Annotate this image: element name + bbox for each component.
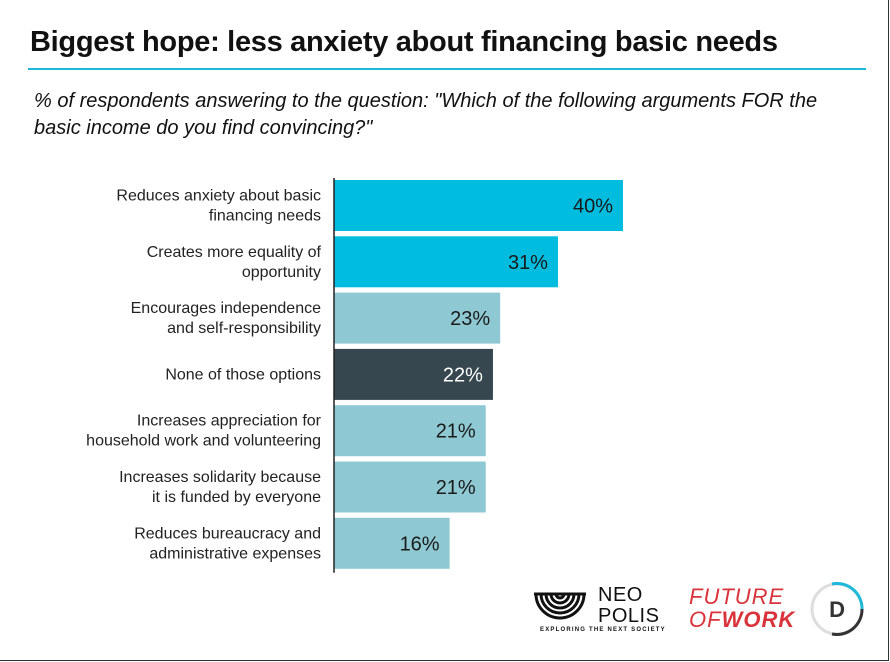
value-labels-group: 40% 31% 23% 22% 21% 21% 16% xyxy=(400,196,614,556)
category-label-1-line-1: Reduces anxiety about basic xyxy=(116,188,321,205)
fow-line2-of: OF xyxy=(689,607,722,632)
value-label-2: 31% xyxy=(508,252,548,274)
category-label-5: Increases appreciation for household work… xyxy=(86,413,321,450)
category-label-4: None of those options xyxy=(165,366,321,383)
category-label-5-line-2: household work and volunteering xyxy=(86,433,321,450)
fow-line2: OFWORK xyxy=(689,608,795,631)
category-label-7: Reduces bureaucracy and administrative ex… xyxy=(134,525,321,562)
future-of-work-logo: FUTURE OFWORK xyxy=(689,585,795,631)
category-label-5-line-1: Increases appreciation for xyxy=(137,413,322,430)
value-label-5: 21% xyxy=(436,421,476,443)
category-label-6: Increases solidarity because it is funded… xyxy=(119,469,321,506)
category-label-2-line-2: opportunity xyxy=(242,264,321,281)
bar-6 xyxy=(334,461,486,513)
category-label-6-line-2: it is funded by everyone xyxy=(152,489,321,506)
d-circle-logo-icon: D xyxy=(810,582,864,636)
bar-4 xyxy=(334,348,493,400)
bar-2 xyxy=(334,236,558,288)
value-label-4: 22% xyxy=(443,364,483,386)
value-label-6: 21% xyxy=(436,477,476,499)
category-labels-group: Reduces anxiety about basic financing nee… xyxy=(86,188,321,563)
category-label-7-line-1: Reduces bureaucracy and xyxy=(134,525,321,542)
neopolis-logo-icon xyxy=(534,592,586,620)
category-label-3-line-2: and self-responsibility xyxy=(167,320,321,337)
category-label-1: Reduces anxiety about basic financing nee… xyxy=(116,188,321,225)
chart-subtitle: % of respondents answering to the questi… xyxy=(34,90,818,139)
value-label-3: 23% xyxy=(450,308,490,330)
category-label-7-line-2: administrative expenses xyxy=(149,545,321,562)
category-label-3: Encourages independence and self-responsi… xyxy=(131,300,321,337)
bars-group xyxy=(334,180,623,569)
d-mark-letter: D xyxy=(829,597,845,622)
page-title: Biggest hope: less anxiety about financi… xyxy=(30,26,778,58)
neopolis-logo-text: NEO POLIS xyxy=(598,585,659,627)
value-label-1: 40% xyxy=(573,196,613,218)
bar-1 xyxy=(334,180,623,231)
title-underline xyxy=(28,68,866,70)
neopolis-line1: NEO xyxy=(598,584,643,606)
bar-5 xyxy=(334,405,486,457)
category-label-1-line-2: financing needs xyxy=(209,208,321,225)
category-label-4-line-1: None of those options xyxy=(165,366,321,383)
bar-7 xyxy=(334,517,450,569)
neopolis-tagline: EXPLORING THE NEXT SOCIETY xyxy=(540,627,666,633)
fow-line2-work: WORK xyxy=(721,607,796,632)
bar-3 xyxy=(334,292,501,344)
neopolis-line2: POLIS xyxy=(598,605,660,627)
category-label-2-line-1: Creates more equality of xyxy=(147,244,322,261)
fow-line1: FUTURE xyxy=(689,584,785,609)
category-label-6-line-1: Increases solidarity because xyxy=(119,469,321,486)
category-label-2: Creates more equality of opportunity xyxy=(147,244,322,281)
value-label-7: 16% xyxy=(400,533,440,555)
category-label-3-line-1: Encourages independence xyxy=(131,300,321,317)
bar-chart: Reduces anxiety about basic financing nee… xyxy=(86,178,623,573)
